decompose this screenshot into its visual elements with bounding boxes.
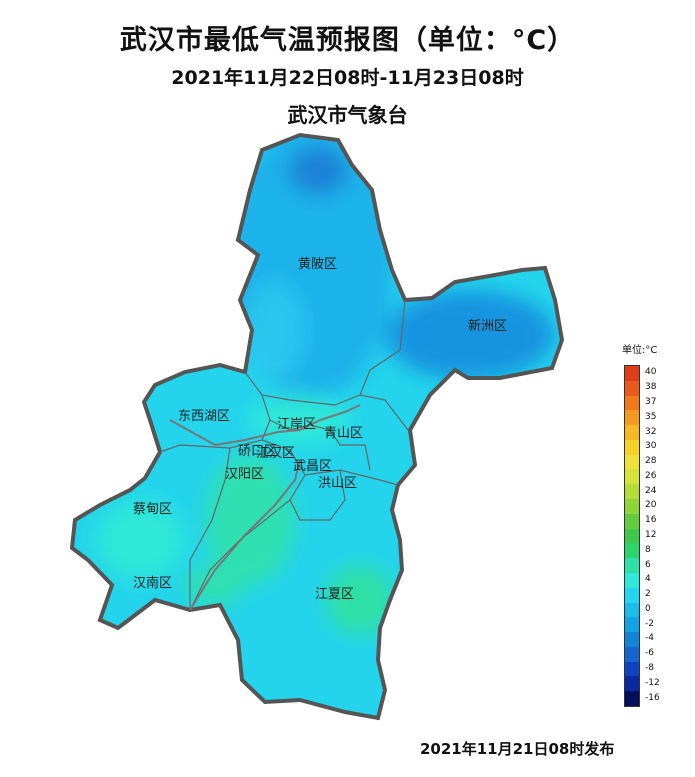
- legend-swatch: [625, 513, 639, 530]
- legend-tick-label: 0: [645, 603, 651, 614]
- legend-tick-label: 30: [645, 441, 657, 452]
- legend-tick-label: -6: [645, 648, 654, 659]
- legend-swatch: [625, 395, 639, 411]
- legend-tick-label: 26: [645, 470, 657, 481]
- map-title: 武汉市最低气温预报图（单位：°C）: [119, 25, 576, 56]
- district-label-hongshan: 洪山区: [318, 476, 357, 491]
- district-labels: 黄陂区 新洲区 东西湖区 江岸区 青山区 硚口区 江汉区 汉阳区 武昌区 洪山区…: [133, 256, 507, 602]
- legend-swatch: [625, 602, 639, 618]
- legend-swatch: [625, 543, 639, 559]
- district-label-hanyang: 汉阳区: [225, 467, 264, 482]
- legend-tick-label: 16: [645, 515, 657, 526]
- legend-tick-label: -8: [645, 663, 654, 674]
- legend-swatch: [625, 484, 639, 500]
- issuing-agency: 武汉市气象台: [287, 103, 408, 127]
- district-label-wuchang: 武昌区: [293, 459, 332, 474]
- legend-swatch: [625, 558, 639, 574]
- legend-swatch: [625, 454, 639, 470]
- legend-tick-label: 32: [645, 426, 657, 437]
- legend-swatch: [625, 646, 639, 663]
- legend-swatch: [625, 691, 639, 707]
- legend-swatch: [625, 380, 639, 397]
- district-label-jiangxia: 江夏区: [315, 587, 354, 602]
- legend-tick-label: 8: [645, 544, 651, 555]
- legend-tick-label: 6: [645, 559, 651, 570]
- legend-swatch: [625, 499, 639, 515]
- district-label-caidian: 蔡甸区: [133, 502, 172, 517]
- legend-swatch: [625, 366, 639, 382]
- legend-swatch: [625, 439, 639, 456]
- legend-tick-label: 2: [645, 589, 651, 600]
- river: [169, 404, 361, 447]
- legend-tick-label: -12: [645, 677, 660, 688]
- temperature-field: [72, 135, 562, 718]
- legend-swatch: [625, 572, 639, 589]
- legend-tick-label: -4: [645, 633, 654, 644]
- legend-swatch: [625, 676, 639, 692]
- issue-time: 2021年11月21日08时发布: [420, 740, 615, 758]
- district-label-qingshan: 青山区: [324, 426, 363, 441]
- legend-swatch: [625, 617, 639, 633]
- legend-swatch: [625, 587, 639, 604]
- forecast-period: 2021年11月22日08时-11月23日08时: [171, 67, 524, 89]
- legend-tick-label: 20: [645, 500, 657, 511]
- district-label-xinzhou: 新洲区: [468, 318, 507, 334]
- legend-swatch: [625, 632, 639, 648]
- legend-swatch: [625, 410, 639, 426]
- district-label-hannan: 汉南区: [133, 575, 172, 591]
- legend-tick-label: 28: [645, 456, 657, 467]
- river: [189, 459, 301, 611]
- legend-tick-label: 40: [645, 367, 657, 378]
- district-label-jiang-an: 江岸区: [277, 417, 316, 432]
- district-label-jianghan: 江汉区: [256, 446, 295, 461]
- legend-tick-label: 35: [645, 411, 657, 422]
- legend-unit-label: 单位:°C: [622, 345, 658, 356]
- legend-tick-label: -2: [645, 618, 654, 629]
- legend-tick-label: 12: [645, 530, 657, 540]
- legend-tick-label: 38: [645, 382, 657, 393]
- legend-tick-label: 37: [645, 396, 657, 407]
- district-label-qiaokou: 硚口区: [238, 444, 277, 459]
- legend-tick-label: 24: [645, 485, 657, 496]
- color-legend-bar: [624, 365, 640, 707]
- district-label-dongxihu: 东西湖区: [178, 409, 230, 424]
- district-label-huangpi: 黄陂区: [298, 256, 337, 272]
- legend-swatch: [625, 425, 639, 441]
- legend-swatch: [625, 528, 639, 544]
- legend-swatch: [625, 661, 639, 677]
- legend-tick-label: -16: [645, 692, 660, 703]
- legend-swatch: [625, 469, 639, 485]
- legend-tick-label: 4: [645, 574, 651, 585]
- district-boundaries: [159, 299, 409, 611]
